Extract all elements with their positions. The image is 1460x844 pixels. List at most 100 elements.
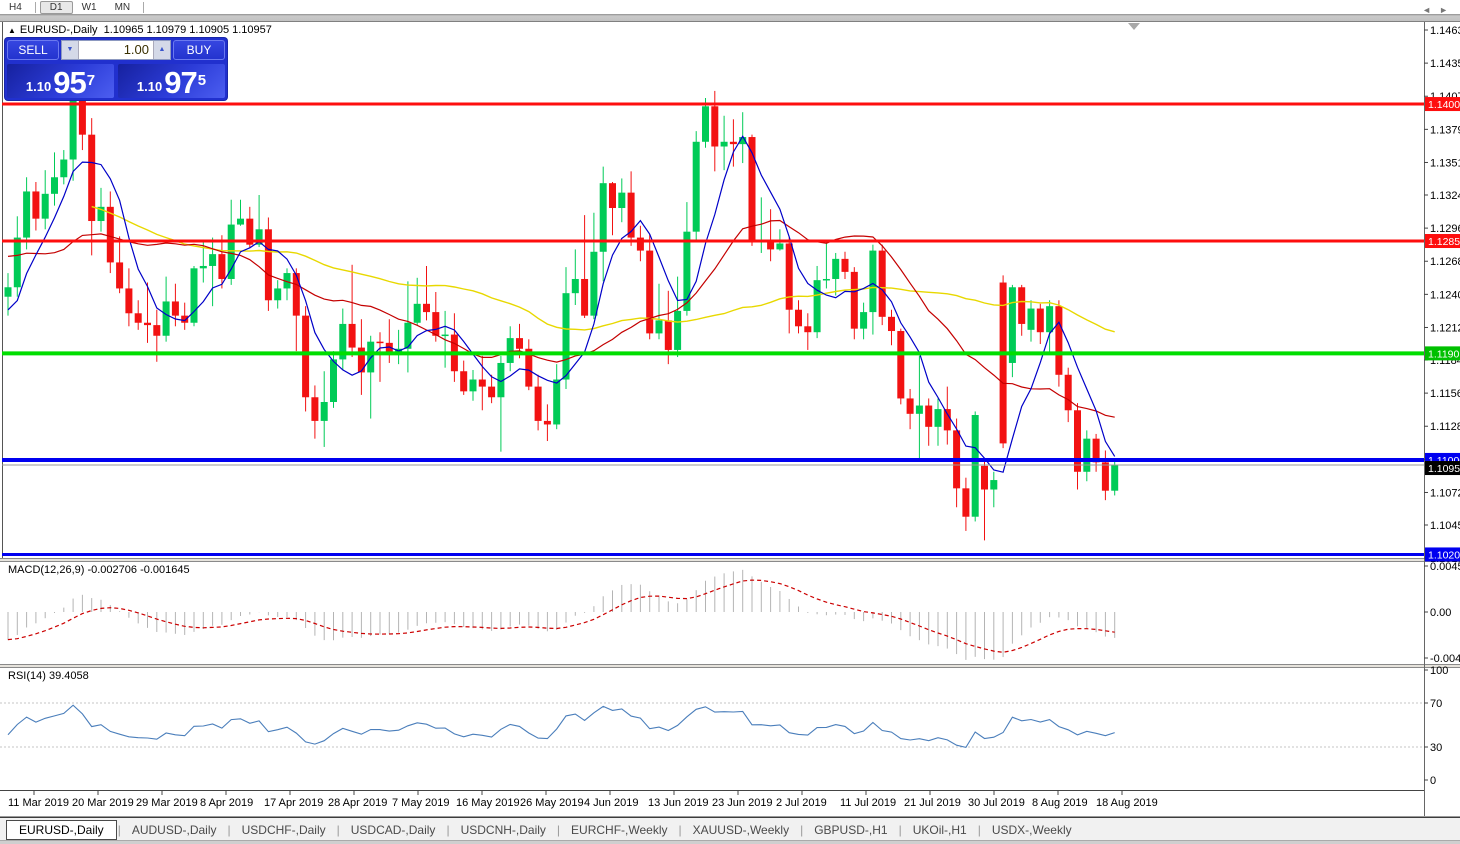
price-tick-label: 1.14355 (1430, 58, 1460, 70)
candle-body (655, 320, 663, 334)
timeframe-d1-button[interactable]: D1 (39, 0, 73, 14)
candle-body (646, 250, 654, 334)
candle-body (423, 303, 430, 313)
candle-body (32, 191, 40, 219)
tab-ukoil-h1[interactable]: UKOil-,H1 (912, 822, 967, 837)
candle-body (813, 280, 821, 333)
date-label: 8 Aug 2019 (1032, 797, 1088, 809)
toolbar-divider (143, 1, 145, 13)
one-click-trading-panel: SELL ▼ 1.00 ▲ BUY 1.10 95 7 1.10 97 5 (5, 38, 227, 100)
macd-tick-label: 0.00 (1430, 607, 1451, 619)
tab-separator: | (446, 822, 450, 837)
timeframe-w1-button[interactable]: W1 (81, 1, 97, 13)
candle-body (144, 322, 151, 326)
tab-scroll-arrows: ◄► (1422, 5, 1456, 15)
sell-button[interactable]: SELL (7, 40, 59, 60)
tab-usdx-weekly[interactable]: USDX-,Weekly (991, 822, 1072, 837)
hline-price-tag-bg (1425, 547, 1460, 562)
candle-body (357, 347, 365, 373)
tab-audusd-daily[interactable]: AUDUSD-,Daily (131, 822, 217, 837)
candle-body (692, 141, 700, 232)
candle-body (385, 342, 393, 354)
tab-separator: | (898, 822, 902, 837)
tab-scroll-left-icon[interactable]: ◄ (1422, 5, 1440, 15)
buy-price-button[interactable]: 1.10 97 5 (118, 64, 225, 98)
timeframe-h4-button[interactable]: H4 (9, 1, 22, 13)
candle-body (832, 258, 840, 279)
tab-usdchf-daily[interactable]: USDCHF-,Daily (241, 822, 326, 837)
rsi-tick-label: 100 (1430, 665, 1448, 677)
date-label: 20 Mar 2019 (72, 797, 134, 809)
candle-body (320, 401, 328, 421)
candle-body (534, 386, 542, 421)
candle-body (897, 331, 905, 399)
ma-mid-line (7, 219, 1115, 418)
candle-body (609, 183, 616, 209)
tab-eurchf-weekly[interactable]: EURCHF-,Weekly (571, 822, 668, 837)
rsi-line (7, 704, 1115, 749)
candle-body (516, 338, 523, 349)
hline-price-tag: 1.14009 (1428, 99, 1460, 111)
volume-decrease-icon[interactable]: ▼ (62, 41, 78, 59)
candle-body (1092, 438, 1100, 463)
candle-body (134, 313, 142, 323)
pane-splitter[interactable] (0, 558, 1460, 562)
candle-body (218, 254, 226, 279)
hline-price-tag-bg (1425, 234, 1460, 249)
candle-body (376, 341, 384, 344)
sell-price-button[interactable]: 1.10 95 7 (7, 64, 114, 98)
volume-input[interactable]: 1.00 (78, 41, 154, 59)
candle-body (23, 191, 31, 238)
candle-body (915, 405, 923, 414)
tab-usdcnh-daily[interactable]: USDCNH-,Daily (460, 822, 546, 837)
chart-background (0, 21, 1460, 817)
candle-body (274, 288, 282, 301)
price-tick-label: 1.11565 (1430, 388, 1460, 400)
current-price-tag: 1.10957 (1428, 463, 1460, 475)
window-bottom-strip (0, 840, 1460, 844)
rsi-indicator-label: RSI(14) 39.4058 (8, 670, 89, 682)
date-label: 29 Mar 2019 (136, 797, 198, 809)
candle-body (227, 224, 235, 279)
buy-button[interactable]: BUY (173, 40, 225, 60)
date-label: 28 Apr 2019 (328, 797, 387, 809)
tab-gbpusd-h1[interactable]: GBPUSD-,H1 (814, 822, 888, 837)
tab-xauusd-weekly[interactable]: XAUUSD-,Weekly (692, 822, 790, 837)
tab-usdcad-daily[interactable]: USDCAD-,Daily (350, 822, 436, 837)
tab-separator: | (117, 822, 121, 837)
candle-body (1027, 308, 1035, 330)
hline-price-tag-bg (1425, 346, 1460, 361)
candle-body (116, 262, 124, 289)
collapse-chart-icon[interactable]: ▲ (8, 26, 16, 35)
candle-body (1018, 287, 1026, 324)
candle-body (506, 338, 514, 363)
candle-body (88, 134, 96, 222)
candle-body (1083, 438, 1091, 472)
macd-tick-label: -0.004806 (1430, 653, 1460, 665)
candle-body (441, 334, 449, 337)
candle-body (199, 265, 207, 269)
candle-body (525, 348, 533, 387)
pane-splitter[interactable] (0, 664, 1460, 668)
candle-body (804, 326, 812, 333)
candle-body (404, 322, 412, 349)
tab-eurusd-daily[interactable]: EURUSD-,Daily (6, 819, 117, 840)
candle-body (162, 301, 170, 336)
candle-body (181, 315, 189, 323)
candle-body (850, 271, 858, 329)
candle-body (1046, 306, 1054, 333)
chart-shift-icon[interactable] (1128, 23, 1140, 30)
buy-price-prefix: 1.10 (136, 79, 163, 94)
candle-body (553, 379, 561, 425)
price-tick-label: 1.10450 (1430, 520, 1460, 532)
trade-panel-top-row: SELL ▼ 1.00 ▲ BUY (5, 38, 227, 62)
volume-spinner: ▼ 1.00 ▲ (61, 40, 171, 60)
tab-scroll-right-icon[interactable]: ► (1439, 5, 1456, 15)
timeframe-mn-button[interactable]: MN (114, 1, 131, 13)
date-label: 13 Jun 2019 (648, 797, 709, 809)
price-tick-label: 1.12960 (1430, 223, 1460, 235)
candle-body (469, 379, 477, 392)
ma-fast-line (7, 135, 1116, 473)
volume-increase-icon[interactable]: ▲ (154, 41, 170, 59)
